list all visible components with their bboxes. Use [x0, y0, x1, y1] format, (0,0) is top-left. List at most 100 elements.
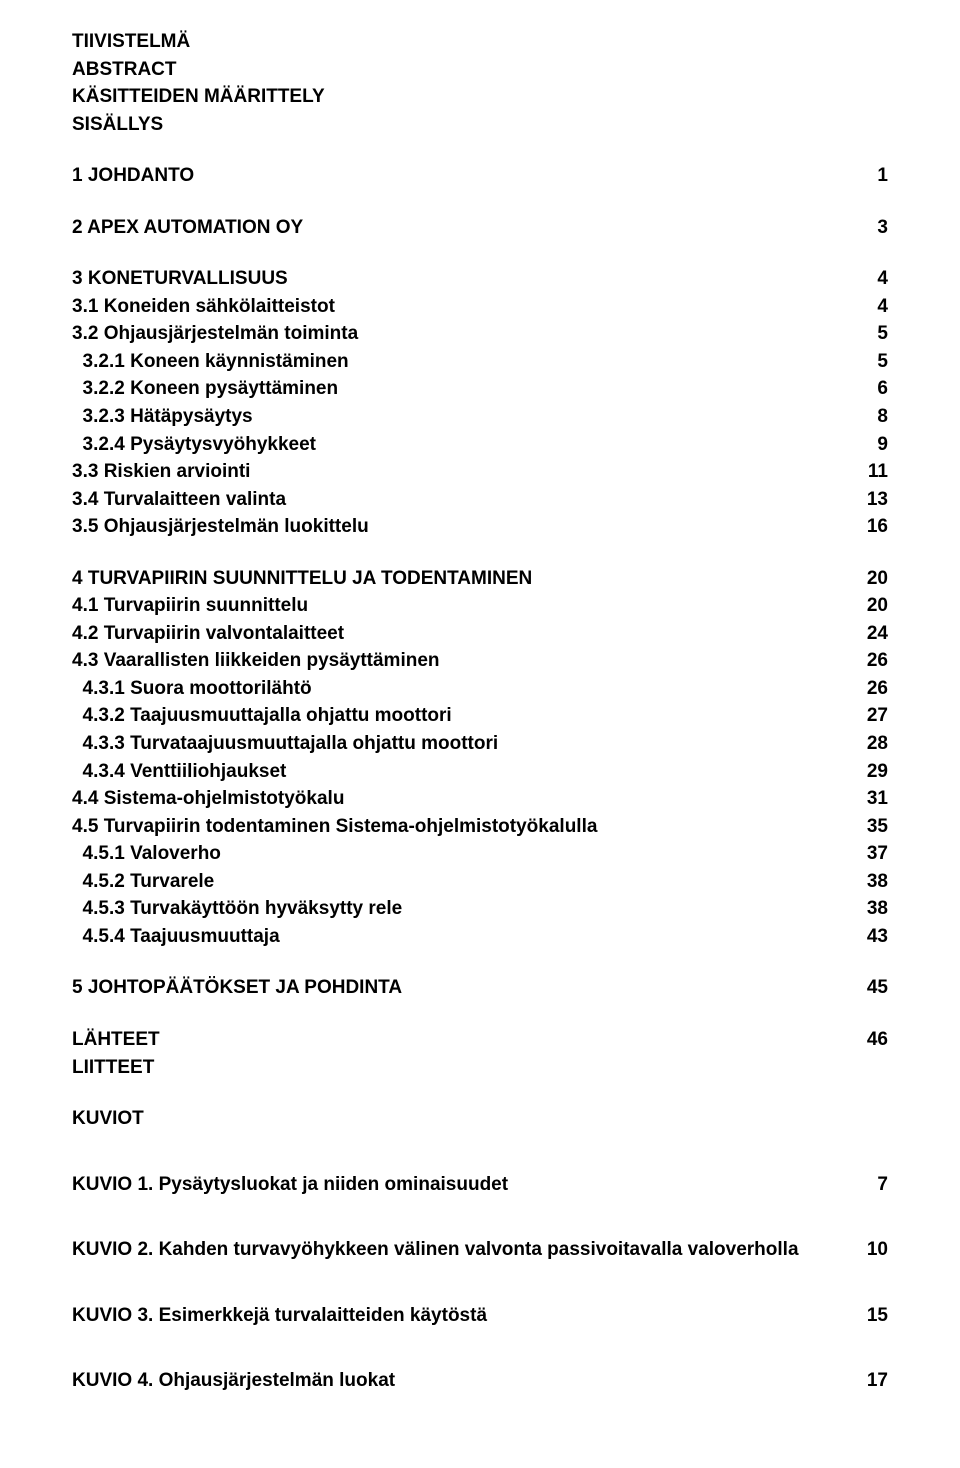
toc-label: 3.2 Ohjausjärjestelmän toiminta: [72, 320, 358, 348]
toc-page-number: 45: [848, 974, 888, 1002]
toc-label: 2 APEX AUTOMATION OY: [72, 214, 303, 242]
toc-page-number: 6: [848, 375, 888, 403]
toc-row: 3.2 Ohjausjärjestelmän toiminta 5: [72, 320, 888, 348]
toc-page-number: 28: [848, 730, 888, 758]
toc-label: 4.2 Turvapiirin valvontalaitteet: [72, 620, 344, 648]
toc-page-number: 5: [848, 320, 888, 348]
toc-label: 3.2.3 Hätäpysäytys: [72, 403, 253, 431]
toc-row: 3.2.4 Pysäytysvyöhykkeet9: [72, 431, 888, 459]
toc-page-number: 27: [848, 702, 888, 730]
toc-row: 3 KONETURVALLISUUS4: [72, 265, 888, 293]
toc-row: LÄHTEET 46: [72, 1026, 888, 1054]
toc-row: 4.5.3 Turvakäyttöön hyväksytty rele38: [72, 895, 888, 923]
toc-label: 4.5 Turvapiirin todentaminen Sistema-ohj…: [72, 813, 597, 841]
toc-label: 3.5 Ohjausjärjestelmän luokittelu: [72, 513, 369, 541]
toc-row: 4.5 Turvapiirin todentaminen Sistema-ohj…: [72, 813, 888, 841]
toc-row: 4.4 Sistema-ohjelmistotyökalu 31: [72, 785, 888, 813]
toc-row: 3.1 Koneiden sähkölaitteistot 4: [72, 293, 888, 321]
toc-page-number: 20: [848, 592, 888, 620]
header-line-2: ABSTRACT: [72, 56, 888, 84]
toc-page-number: 16: [848, 513, 888, 541]
spacer: [72, 1264, 888, 1302]
toc-row: 4.3.4 Venttiiliohjaukset 29: [72, 758, 888, 786]
toc-row: 3.3 Riskien arviointi 11: [72, 458, 888, 486]
toc-label: 3.3 Riskien arviointi: [72, 458, 250, 486]
spacer: [72, 541, 888, 565]
toc-label: 3.2.1 Koneen käynnistäminen: [72, 348, 349, 376]
toc-row: LIITTEET: [72, 1054, 888, 1082]
toc-page-number: 4: [848, 293, 888, 321]
toc-row: 5 JOHTOPÄÄTÖKSET JA POHDINTA 45: [72, 974, 888, 1002]
toc-page-number: 5: [848, 348, 888, 376]
spacer: [72, 1002, 888, 1026]
kuvio-row: KUVIO 3. Esimerkkejä turvalaitteiden käy…: [72, 1302, 888, 1330]
toc-label: 4.5.1 Valoverho: [72, 840, 221, 868]
toc-row: 4.3.1 Suora moottorilähtö 26: [72, 675, 888, 703]
toc-row: 4.3 Vaarallisten liikkeiden pysäyttämine…: [72, 647, 888, 675]
toc-label: 4.3.4 Venttiiliohjaukset: [72, 758, 286, 786]
kuvio-page-number: 15: [848, 1302, 888, 1330]
toc-label: 4.1 Turvapiirin suunnittelu: [72, 592, 308, 620]
toc-row: 4.3.2 Taajuusmuuttajalla ohjattu moottor…: [72, 702, 888, 730]
kuvio-label: KUVIO 2. Kahden turvavyöhykkeen välinen …: [72, 1236, 799, 1264]
table-of-contents: 1 JOHDANTO 1 2 APEX AUTOMATION OY 3 3 KONETU…: [72, 162, 888, 1081]
toc-row: 3.4 Turvalaitteen valinta 13: [72, 486, 888, 514]
kuvio-row: KUVIO 2. Kahden turvavyöhykkeen välinen …: [72, 1236, 888, 1264]
toc-label: 4.3.3 Turvataajuusmuuttajalla ohjattu mo…: [72, 730, 498, 758]
toc-label: 4.3.1 Suora moottorilähtö: [72, 675, 312, 703]
header-line-4: SISÄLLYS: [72, 111, 888, 139]
toc-row: 2 APEX AUTOMATION OY 3: [72, 214, 888, 242]
toc-label: 3.2.2 Koneen pysäyttäminen: [72, 375, 338, 403]
toc-page-number: 9: [848, 431, 888, 459]
kuviot-list: KUVIO 1. Pysäytysluokat ja niiden ominai…: [72, 1133, 888, 1395]
toc-page-number: 3: [848, 214, 888, 242]
spacer: [72, 190, 888, 214]
toc-row: 3.2.1 Koneen käynnistäminen 5: [72, 348, 888, 376]
toc-row: 4 TURVAPIIRIN SUUNNITTELU JA TODENTAMINE…: [72, 565, 888, 593]
toc-label: 4.4 Sistema-ohjelmistotyökalu: [72, 785, 344, 813]
toc-label: 4.3.2 Taajuusmuuttajalla ohjattu moottor…: [72, 702, 452, 730]
toc-row: 3.2.3 Hätäpysäytys 8: [72, 403, 888, 431]
toc-page-number: 26: [848, 675, 888, 703]
kuvio-row: KUVIO 1. Pysäytysluokat ja niiden ominai…: [72, 1171, 888, 1199]
kuviot-heading: KUVIOT: [72, 1105, 888, 1133]
spacer: [72, 1081, 888, 1105]
toc-row: 3.5 Ohjausjärjestelmän luokittelu 16: [72, 513, 888, 541]
toc-label: 3.4 Turvalaitteen valinta: [72, 486, 286, 514]
toc-page-number: 24: [848, 620, 888, 648]
toc-page-number: 31: [848, 785, 888, 813]
toc-page-number: 13: [848, 486, 888, 514]
toc-page-number: 46: [848, 1026, 888, 1054]
toc-label: LÄHTEET: [72, 1026, 160, 1054]
kuvio-label: KUVIO 3. Esimerkkejä turvalaitteiden käy…: [72, 1302, 487, 1330]
toc-row: 4.5.4 Taajuusmuuttaja 43: [72, 923, 888, 951]
toc-page-number: 35: [848, 813, 888, 841]
toc-label: 5 JOHTOPÄÄTÖKSET JA POHDINTA: [72, 974, 402, 1002]
toc-label: 4.5.3 Turvakäyttöön hyväksytty rele: [72, 895, 402, 923]
toc-page-number: 26: [848, 647, 888, 675]
toc-row: 3.2.2 Koneen pysäyttäminen 6: [72, 375, 888, 403]
kuvio-page-number: 10: [848, 1236, 888, 1264]
toc-label: LIITTEET: [72, 1054, 154, 1082]
toc-row: 4.1 Turvapiirin suunnittelu 20: [72, 592, 888, 620]
toc-label: 4.5.4 Taajuusmuuttaja: [72, 923, 280, 951]
toc-label: 4 TURVAPIIRIN SUUNNITTELU JA TODENTAMINE…: [72, 565, 532, 593]
toc-page-number: 20: [848, 565, 888, 593]
toc-label: 4.3 Vaarallisten liikkeiden pysäyttämine…: [72, 647, 440, 675]
toc-label: 4.5.2 Turvarele: [72, 868, 214, 896]
toc-row: 4.2 Turvapiirin valvontalaitteet 24: [72, 620, 888, 648]
toc-page-number: 1: [848, 162, 888, 190]
toc-page-number: 38: [848, 868, 888, 896]
kuvio-row: KUVIO 4. Ohjausjärjestelmän luokat17: [72, 1367, 888, 1395]
toc-label: 3.1 Koneiden sähkölaitteistot: [72, 293, 335, 321]
toc-page-number: 43: [848, 923, 888, 951]
toc-page-number: 4: [848, 265, 888, 293]
spacer: [72, 1198, 888, 1236]
kuvio-page-number: 7: [848, 1171, 888, 1199]
toc-row: 1 JOHDANTO 1: [72, 162, 888, 190]
toc-label: 1 JOHDANTO: [72, 162, 194, 190]
toc-page-number: 29: [848, 758, 888, 786]
toc-page-number: 8: [848, 403, 888, 431]
toc-row: 4.5.2 Turvarele 38: [72, 868, 888, 896]
toc-page-number: 11: [848, 458, 888, 486]
